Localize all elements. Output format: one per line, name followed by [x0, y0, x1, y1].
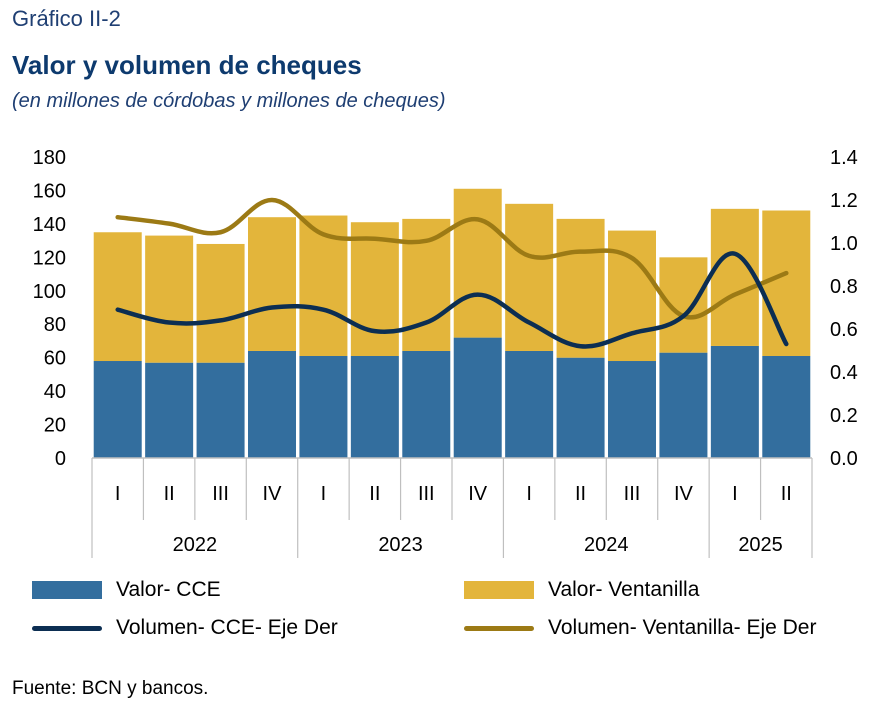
x-category-label: I — [321, 483, 327, 505]
bar-valor-ventanilla — [762, 210, 811, 356]
y-right-tick-label: 0.6 — [830, 319, 858, 341]
y-right-tick-label: 0.0 — [830, 448, 858, 470]
legend-label-valor-ventanilla: Valor- Ventanilla — [548, 578, 700, 601]
y-left-tick-label: 160 — [33, 180, 66, 202]
y-right-tick-label: 0.2 — [830, 405, 858, 427]
bar-valor-cce — [93, 361, 142, 458]
bar-valor-ventanilla — [556, 218, 605, 358]
bar-valor-cce — [402, 350, 451, 458]
x-category-label: IV — [674, 483, 694, 505]
x-category-label: II — [164, 483, 175, 505]
bar-valor-cce — [145, 362, 194, 458]
bar-valor-cce — [659, 352, 708, 458]
bar-valor-cce — [248, 350, 296, 458]
x-category-label: I — [115, 483, 121, 505]
x-group-label: 2024 — [584, 534, 629, 556]
bar-valor-cce — [608, 361, 656, 458]
legend-item-volumen-cce: Volumen- CCE- Eje Der — [32, 616, 338, 640]
x-group-label: 2025 — [738, 534, 783, 556]
y-right-tick-label: 1.4 — [830, 147, 858, 169]
y-left-tick-label: 20 — [44, 415, 66, 437]
x-category-label: III — [418, 483, 435, 505]
bar-valor-ventanilla — [453, 188, 502, 338]
y-left-tick-label: 100 — [33, 281, 66, 303]
legend-swatch-valor-cce — [32, 581, 102, 599]
x-category-label: I — [526, 483, 532, 505]
bar-valor-ventanilla — [710, 208, 759, 346]
bar-valor-ventanilla — [145, 235, 194, 363]
x-group-label: 2023 — [378, 534, 423, 556]
legend-label-valor-cce: Valor- CCE — [116, 578, 221, 601]
source-note: Fuente: BCN y bancos. — [12, 678, 209, 699]
x-category-label: IV — [468, 483, 488, 505]
x-group-label: 2022 — [173, 534, 218, 556]
legend-label-volumen-cce: Volumen- CCE- Eje Der — [116, 616, 338, 639]
legend-item-valor-ventanilla: Valor- Ventanilla — [464, 578, 699, 602]
y-right-tick-label: 0.8 — [830, 276, 858, 298]
bar-valor-cce — [710, 345, 759, 458]
y-left-tick-label: 40 — [44, 381, 66, 403]
x-category-label: IV — [263, 483, 283, 505]
bar-valor-cce — [762, 355, 811, 458]
y-right-tick-label: 1.0 — [830, 233, 858, 255]
y-right-tick-label: 1.2 — [830, 190, 858, 212]
x-category-label: II — [369, 483, 380, 505]
bar-valor-cce — [196, 362, 245, 458]
bar-valor-cce — [556, 357, 605, 458]
y-left-tick-label: 80 — [44, 314, 66, 336]
legend-swatch-volumen-cce — [32, 625, 102, 631]
legend-label-volumen-ventanilla: Volumen- Ventanilla- Eje Der — [548, 616, 817, 639]
bar-valor-cce — [453, 337, 502, 458]
bar-valor-ventanilla — [93, 232, 142, 362]
bar-valor-ventanilla — [196, 243, 245, 363]
x-category-label: II — [781, 483, 792, 505]
x-category-label: II — [575, 483, 586, 505]
y-left-tick-label: 140 — [33, 214, 66, 236]
bar-valor-ventanilla — [248, 217, 296, 351]
chart-label: Gráfico II-2 — [12, 6, 121, 31]
line-volumen-ventanilla — [115, 197, 789, 320]
bar-valor-ventanilla — [505, 203, 554, 351]
y-left-tick-label: 120 — [33, 247, 66, 269]
x-category-label: I — [732, 483, 738, 505]
bar-valor-cce — [350, 355, 399, 458]
chart-title: Valor y volumen de cheques — [12, 50, 362, 80]
legend-item-valor-cce: Valor- CCE — [32, 578, 221, 602]
y-left-tick-label: 180 — [33, 147, 66, 169]
x-category-label: III — [624, 483, 641, 505]
legend-item-volumen-ventanilla: Volumen- Ventanilla- Eje Der — [464, 616, 816, 640]
legend-swatch-volumen-ventanilla — [464, 625, 534, 631]
y-right-tick-label: 0.4 — [830, 362, 858, 384]
y-left-tick-label: 0 — [55, 448, 66, 470]
line-volumen-cce — [115, 251, 789, 349]
x-category-label: III — [212, 483, 229, 505]
y-left-tick-label: 60 — [44, 348, 66, 370]
chart-subtitle: (en millones de córdobas y millones de c… — [12, 90, 446, 112]
legend-swatch-valor-ventanilla — [464, 581, 534, 599]
bar-valor-cce — [505, 350, 554, 458]
bar-valor-cce — [299, 355, 348, 458]
